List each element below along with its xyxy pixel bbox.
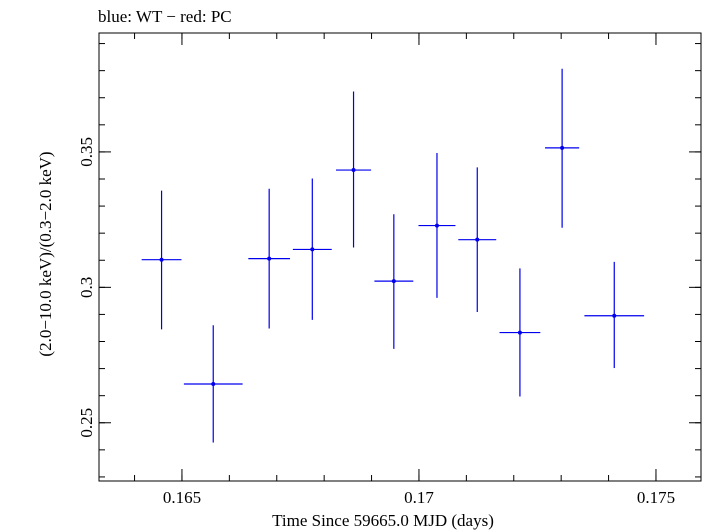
x-tick-label: 0.165: [163, 488, 201, 507]
chart-title: blue: WT − red: PC: [98, 7, 232, 26]
data-point: [458, 167, 497, 312]
point-marker: [612, 313, 617, 318]
data-point: [374, 214, 414, 349]
data-point: [418, 152, 456, 298]
point-marker: [560, 145, 565, 150]
x-tick-label: 0.175: [637, 488, 675, 507]
point-marker: [391, 279, 396, 284]
data-point: [499, 268, 541, 397]
tick-labels: 0.165 0.17 0.175 0.25 0.3 0.35: [77, 137, 675, 507]
data-point: [292, 178, 332, 320]
axis-ticks: [99, 33, 701, 481]
data-point: [248, 188, 291, 329]
data-point: [141, 190, 182, 330]
data-point: [183, 325, 243, 443]
data-point: [545, 68, 580, 228]
x-tick-label: 0.17: [404, 488, 434, 507]
point-marker: [310, 247, 315, 252]
data-points: [141, 68, 645, 443]
y-tick-label: 0.3: [77, 277, 96, 298]
y-axis-label: (2.0−10.0 keV)/(0.3−2.0 keV): [36, 151, 55, 356]
point-marker: [267, 256, 272, 261]
plot-frame: [98, 32, 702, 482]
point-marker: [159, 257, 164, 262]
data-point: [584, 261, 645, 369]
y-tick-label: 0.25: [77, 408, 96, 438]
y-tick-label: 0.35: [77, 137, 96, 167]
point-marker: [351, 168, 356, 173]
point-marker: [517, 330, 522, 335]
point-marker: [211, 382, 216, 387]
x-axis-label: Time Since 59665.0 MJD (days): [272, 511, 494, 530]
point-marker: [434, 223, 439, 228]
point-marker: [475, 237, 480, 242]
data-point: [336, 91, 372, 248]
